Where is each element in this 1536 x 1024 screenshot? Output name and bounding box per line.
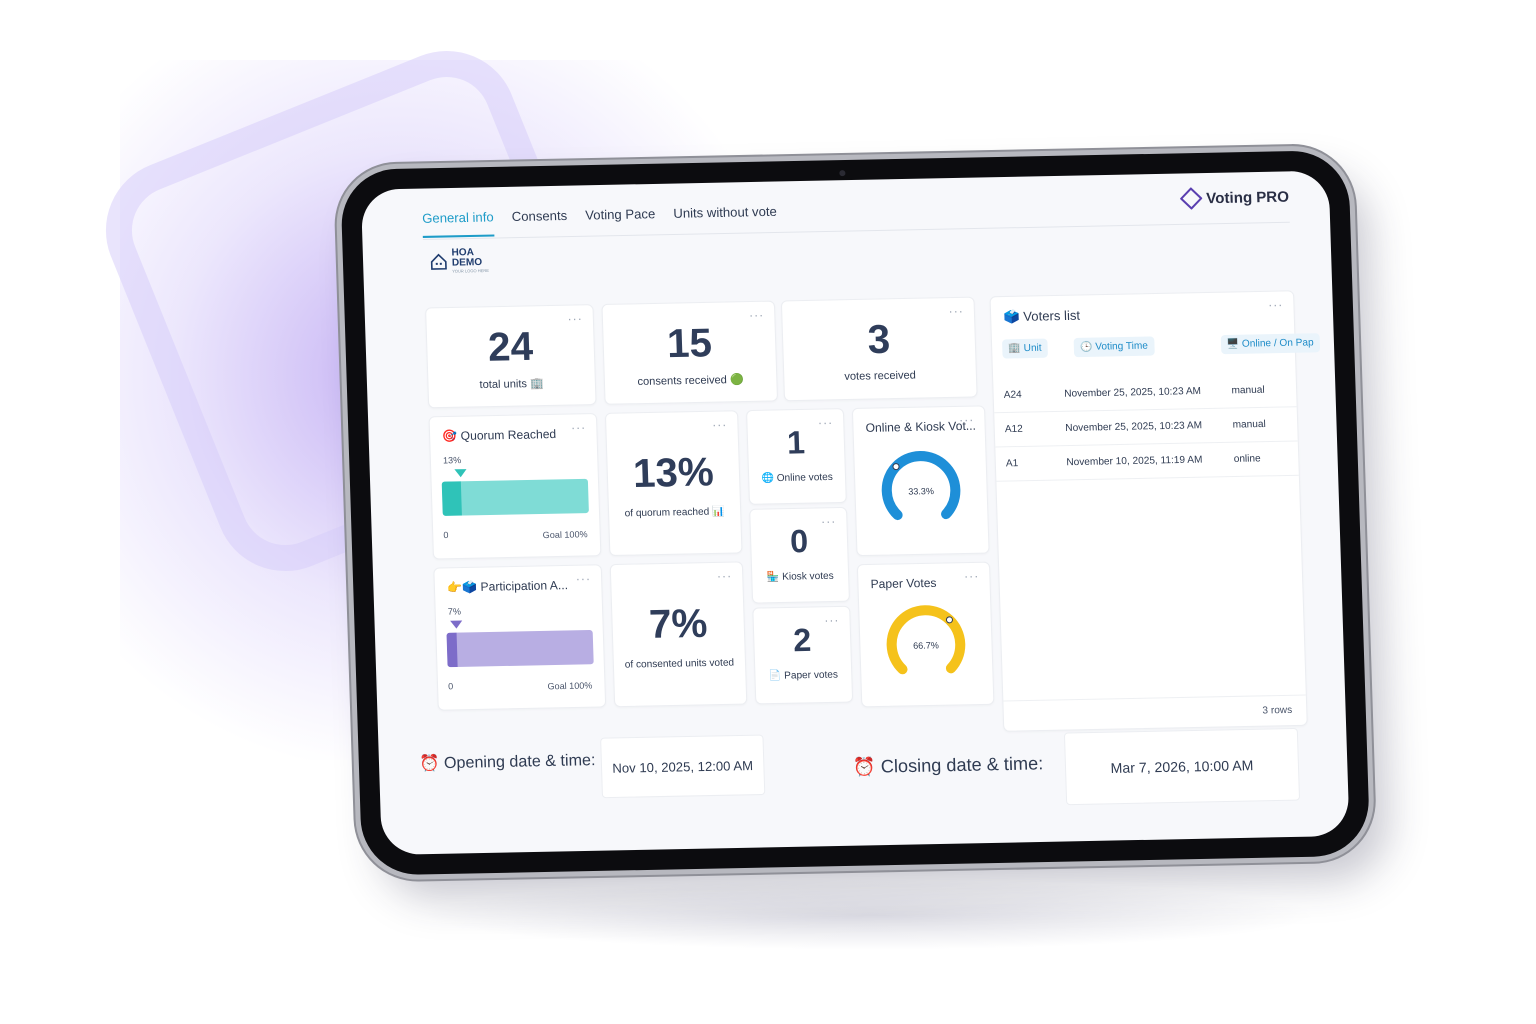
kiosk-votes-card: ··· 0 🏪 Kiosk votes: [749, 506, 850, 604]
online-votes-card: ··· 1 🌐 Online votes: [746, 408, 847, 505]
total-units-card: ··· 24 total units 🏢: [425, 304, 597, 409]
total-units-label: total units 🏢: [479, 377, 545, 392]
gauge-needle-marker: [945, 616, 953, 624]
participation-percent-value: 7%: [648, 601, 709, 647]
participation-title: 👉🗳️ Participation A...: [446, 578, 569, 595]
participation-progress-bar: [446, 629, 594, 668]
camera-dot: [839, 170, 846, 177]
closing-date-field[interactable]: Mar 7, 2026, 10:00 AM: [1063, 727, 1301, 806]
participation-marker-label: 7%: [447, 606, 462, 617]
quorum-card: ··· 🎯 Quorum Reached 13% 0 Goal 100%: [428, 413, 602, 560]
participation-progress-fill: [446, 632, 458, 668]
house-icon: [430, 253, 447, 270]
hoa-tagline: YOUR LOGO HERE: [452, 267, 489, 274]
tab-general-info[interactable]: General info: [421, 209, 495, 238]
votes-label: votes received: [844, 369, 917, 383]
row-time: November 25, 2025, 10:23 AM: [1065, 420, 1203, 434]
kiosk-votes-value: 0: [789, 522, 809, 560]
table-row[interactable]: A1 November 10, 2025, 11:19 AM online: [995, 440, 1299, 482]
online-kiosk-gauge-title: Online & Kiosk Vot...: [865, 418, 977, 435]
total-units-value: 24: [487, 324, 534, 370]
paper-gauge-title: Paper Votes: [870, 575, 937, 592]
quorum-percent-card: ··· 13% of quorum reached 📊: [604, 410, 743, 557]
paper-gauge-card: ··· Paper Votes 66.7%: [856, 561, 995, 708]
hoa-demo-logo: HOA DEMO YOUR LOGO HERE: [429, 247, 489, 274]
kiosk-votes-label: 🏪 Kiosk votes: [766, 570, 834, 584]
quorum-marker-icon: [454, 469, 467, 478]
row-method: manual: [1232, 418, 1266, 431]
tab-units-without-vote[interactable]: Units without vote: [673, 203, 778, 221]
participation-percent-label: of consented units voted: [624, 657, 735, 671]
row-time: November 10, 2025, 11:19 AM: [1066, 454, 1203, 469]
logo-text-voting: Voting: [1205, 188, 1253, 207]
opening-date-label: ⏰ Opening date & time:: [419, 751, 596, 773]
gauge-needle-marker: [892, 463, 900, 471]
row-unit: A24: [1003, 389, 1022, 401]
quorum-progress-fill: [441, 481, 462, 516]
consents-card: ··· 15 consents received 🟢: [601, 300, 779, 405]
row-time: November 25, 2025, 10:23 AM: [1064, 385, 1202, 400]
online-votes-value: 1: [786, 424, 806, 461]
tablet-device: General info Consents Voting Pace Units …: [340, 150, 1371, 876]
participation-percent-card: ··· 7% of consented units voted: [609, 561, 748, 708]
participation-goal-label: Goal 100%: [547, 680, 593, 692]
tab-consents[interactable]: Consents: [511, 207, 568, 225]
device-shadow: [420, 880, 1320, 950]
logo-text-pro: PRO: [1255, 187, 1290, 206]
gauge-arc: [881, 451, 961, 521]
online-kiosk-gauge-card: ··· Online & Kiosk Vot... 33.3%: [851, 405, 990, 557]
consents-value: 15: [666, 320, 713, 367]
quorum-percent-label: of quorum reached 📊: [624, 506, 725, 520]
card-menu-button[interactable]: ···: [575, 571, 592, 586]
voters-table-header: 🏢 Unit 🕒 Voting Time 🖥️ Online / On Pap: [1002, 333, 1321, 359]
participation-card: ··· 👉🗳️ Participation A... 7% 0 Goal 100…: [433, 564, 607, 711]
quorum-title: 🎯 Quorum Reached: [442, 426, 557, 444]
gauge-value-label: 33.3%: [908, 486, 934, 497]
tablet-screen: General info Consents Voting Pace Units …: [360, 170, 1350, 856]
quorum-goal-label: Goal 100%: [542, 529, 588, 541]
card-menu-button[interactable]: ···: [716, 568, 733, 584]
paper-votes-label: 📄 Paper votes: [768, 669, 839, 682]
card-menu-button[interactable]: ···: [570, 420, 587, 435]
column-voting-time[interactable]: 🕒 Voting Time: [1073, 336, 1155, 358]
quorum-min-label: 0: [443, 529, 449, 541]
consents-label: consents received 🟢: [637, 373, 744, 389]
online-votes-label: 🌐 Online votes: [761, 471, 833, 485]
row-count: 3 rows: [1262, 704, 1293, 717]
card-menu-button[interactable]: ···: [963, 568, 980, 584]
votes-card: ··· 3 votes received: [780, 296, 978, 402]
gauge-value-label: 66.7%: [913, 640, 939, 651]
quorum-marker-label: 13%: [442, 455, 462, 466]
participation-marker-icon: [450, 620, 463, 629]
voters-list-title: 🗳️ Voters list: [1003, 307, 1081, 325]
tablet-frame: General info Consents Voting Pace Units …: [340, 150, 1371, 876]
voters-list-card: ··· 🗳️ Voters list 🏢 Unit 🕒 Voting Time …: [989, 290, 1321, 732]
votes-value: 3: [867, 317, 891, 363]
online-kiosk-gauge: 33.3%: [881, 451, 961, 521]
paper-votes-card: ··· 2 📄 Paper votes: [752, 605, 854, 705]
diamond-logo-icon: [1179, 187, 1203, 210]
closing-date-label: ⏰ Closing date & time:: [852, 753, 1044, 778]
column-unit[interactable]: 🏢 Unit: [1002, 338, 1048, 359]
card-menu-button[interactable]: ···: [1267, 297, 1284, 312]
participation-min-label: 0: [448, 681, 454, 692]
paper-gauge: 66.7%: [886, 605, 966, 675]
row-method: online: [1233, 453, 1261, 465]
tab-voting-pace[interactable]: Voting Pace: [585, 206, 656, 223]
row-unit: A12: [1004, 423, 1023, 436]
card-menu-button[interactable]: ···: [711, 417, 728, 432]
quorum-percent-value: 13%: [632, 450, 715, 497]
column-online-on-paper[interactable]: 🖥️ Online / On Pap: [1220, 333, 1321, 355]
row-method: manual: [1231, 384, 1265, 397]
row-unit: A1: [1005, 458, 1019, 470]
votingpro-logo: Voting PRO: [1179, 185, 1290, 210]
paper-votes-value: 2: [792, 621, 812, 659]
table-footer-divider: [1003, 694, 1306, 702]
gauge-arc: [886, 605, 966, 675]
quorum-progress-bar: [441, 478, 589, 516]
opening-date-field[interactable]: Nov 10, 2025, 12:00 AM: [600, 734, 766, 799]
